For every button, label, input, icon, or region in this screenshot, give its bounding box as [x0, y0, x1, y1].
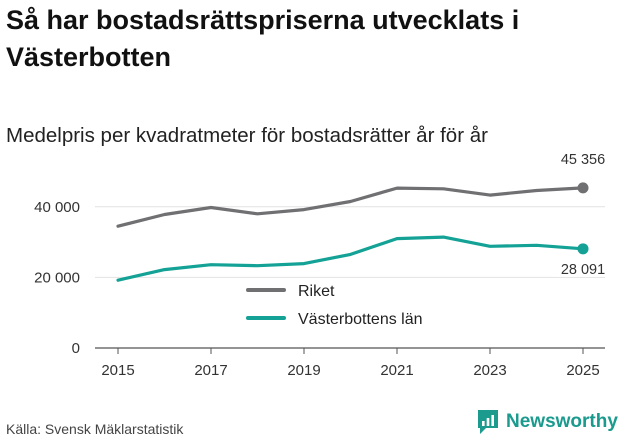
legend-entry-1: Västerbottens län [298, 311, 423, 328]
x-tick-label: 2023 [473, 362, 506, 379]
x-tick-label: 2025 [566, 362, 599, 379]
y-tick-label: 20 000 [34, 269, 80, 286]
series-lines [116, 182, 589, 282]
legend-entry-0: Riket [298, 283, 335, 300]
x-tick-label: 2015 [101, 362, 134, 379]
brand-name: Newsworthy [506, 411, 618, 432]
y-tick-label: 0 [72, 340, 80, 357]
end-point-0 [577, 182, 589, 194]
series-line-0 [116, 186, 585, 228]
x-tick-label: 2019 [287, 362, 320, 379]
brand-logo[interactable]: Newsworthy [476, 408, 618, 436]
axes: 0 20 000 40 000 2015 2017 2019 2021 2023 2025 [34, 199, 605, 379]
data-label-1: 28 091 [561, 262, 605, 278]
y-tick-label: 40 000 [34, 199, 80, 216]
newsworthy-logo-icon [478, 410, 498, 434]
label-halo [555, 257, 611, 277]
chart-title: Så har bostadsrättspriserna utvecklats i… [6, 5, 520, 72]
legend: Riket Västerbottens län [246, 283, 423, 328]
chart-subtitle: Medelpris per kvadratmeter för bostadsrä… [6, 124, 488, 147]
x-tick-label: 2021 [380, 362, 413, 379]
end-point-1 [577, 243, 589, 255]
data-label-0: 45 356 [561, 152, 605, 168]
source-note: Källa: Svensk Mäklarstatistik [6, 421, 184, 437]
data-labels: 45 356 28 091 [555, 152, 611, 278]
x-tick-label: 2017 [194, 362, 227, 379]
grid-lines [95, 206, 605, 278]
series-line-1 [116, 235, 585, 282]
